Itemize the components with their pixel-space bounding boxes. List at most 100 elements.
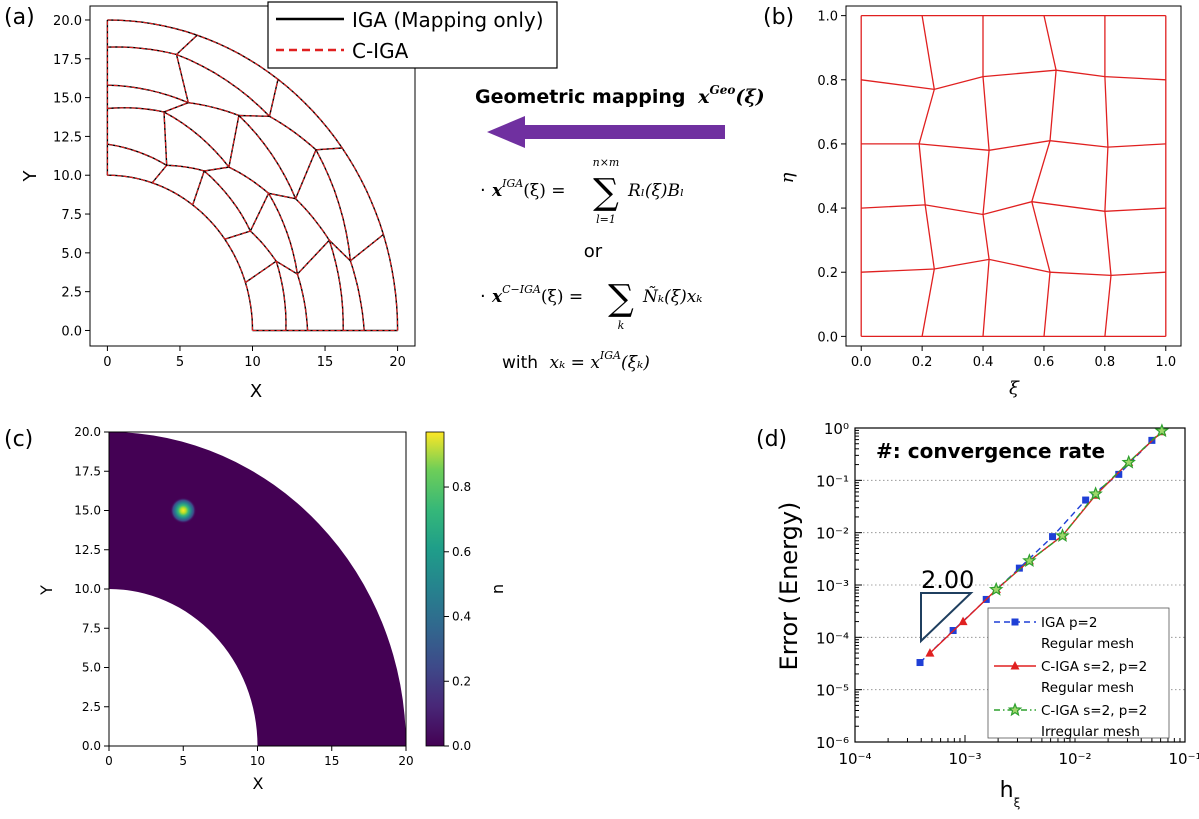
panel-c-xtick-label: 5	[179, 754, 187, 768]
panel-label-d: (d)	[756, 427, 787, 452]
panel-c-ytick-label: 2.5	[82, 700, 101, 714]
panel-a-xtick-label: 10	[244, 355, 261, 370]
mesh-b-col	[1031, 15, 1057, 337]
panel-a-ytick-label: 15.0	[53, 92, 82, 107]
panel-a-ytick-label: 12.5	[53, 130, 82, 145]
legend-ciga-label: C-IGA	[352, 39, 409, 63]
panel-d-xtick-label: 10⁻¹	[1168, 750, 1199, 768]
panel-a-legend: IGA (Mapping only) C-IGA	[267, 1, 558, 69]
panel-b-xlabel: ξ	[1009, 378, 1020, 399]
series-2-point	[1088, 486, 1103, 501]
legend-subname-1: Regular mesh	[1041, 680, 1134, 696]
panel-c-ylabel: Y	[37, 585, 56, 596]
mesh-a-arc-red	[107, 143, 287, 331]
mesh-a-arc-red	[107, 174, 254, 331]
panel-d-title: #: convergence rate	[876, 439, 1105, 463]
panel-d-ylabel: Error (Energy)	[775, 502, 803, 671]
mesh-b-row	[861, 69, 1166, 91]
legend-subname-2: Irregular mesh	[1041, 724, 1140, 740]
with-line: with xₖ = xIGA(ξₖ)	[502, 349, 650, 373]
legend-marker-0	[1011, 618, 1019, 626]
series-2-point	[988, 581, 1004, 596]
panel-b-xtick-label: 1.0	[1155, 355, 1176, 370]
panel-d-xlabel: hξ	[1000, 778, 1021, 810]
panel-a-ytick-label: 5.0	[61, 247, 82, 262]
mesh-a-arc-red	[107, 84, 344, 331]
panel-b-xtick-label: 0.6	[1034, 355, 1055, 370]
mesh-a-spoke-red	[224, 147, 343, 240]
panel-c-ytick-label: 15.0	[74, 504, 101, 518]
colorbar-tick-label: 0.2	[452, 674, 471, 688]
panel-c-ytick-label: 17.5	[74, 464, 101, 478]
mapping-arrow	[487, 116, 725, 148]
panel-a-legend-box	[267, 1, 558, 69]
legend-name-1: C-IGA s=2, p=2	[1041, 659, 1147, 675]
series-0-point	[916, 659, 924, 667]
panel-c-xtick-label: 10	[250, 754, 265, 768]
mesh-b-row	[861, 258, 1166, 277]
panel-a-ytick-label: 2.5	[61, 286, 82, 301]
panel-b-xtick-label: 0.4	[973, 355, 994, 370]
panel-d-ytick-label: 10⁻²	[816, 525, 849, 543]
eq1-sum-top: n×m	[593, 156, 620, 169]
panel-a-ticks: 0 5 10 15 20 0.0 2.5 5.0 7.5 10.0 12.5 15.0 17.5 20.0	[53, 14, 406, 370]
mesh-b-row	[861, 201, 1166, 216]
panel-d-xtick-label: 10⁻²	[1058, 750, 1091, 768]
series-0-point	[1015, 564, 1023, 572]
panel-label-c: (c)	[4, 427, 33, 452]
series-1-point	[925, 648, 935, 657]
eq2-bullet: ·	[480, 286, 486, 307]
panel-label-a: (a)	[4, 5, 35, 30]
colorbar-tick-label: 0.8	[452, 480, 471, 494]
colorbar-tick-label: 0.6	[452, 545, 471, 559]
eq2-sigma: ∑	[608, 278, 634, 319]
panel-c-xtick-label: 20	[398, 754, 413, 768]
panel-b-xtick-label: 0.2	[912, 355, 933, 370]
panel-a-ytick-label: 17.5	[53, 53, 82, 68]
panel-b-chart: 0.0 0.2 0.4 0.6 0.8 1.0 0.0 0.2 0.4 0.6 0.8 1.0 ξ η	[777, 5, 1182, 399]
eq2-rhs: Ñₖ(ξ)xₖ	[642, 286, 703, 307]
panel-c-ytick-label: 0.0	[82, 739, 101, 753]
panel-b-ytick-label: 0.4	[817, 202, 838, 217]
panel-c-ytick-label: 12.5	[74, 543, 101, 557]
mesh-b-row	[861, 140, 1166, 151]
panel-d-ytick-label: 10⁻⁴	[816, 629, 849, 647]
panel-d-ticks: 10⁻⁴ 10⁻³ 10⁻² 10⁻¹ 10⁻⁶ 10⁻⁵ 10⁻⁴ 10⁻³ 10⁻² 10⁻¹…	[816, 420, 1199, 768]
heatmap-domain	[109, 432, 406, 746]
colorbar-tick-label: 0.0	[452, 739, 471, 753]
legend-name-2: C-IGA s=2, p=2	[1041, 703, 1147, 719]
series-2-point	[1022, 553, 1037, 568]
or-text: or	[584, 241, 603, 262]
panel-c-ytick-label: 7.5	[82, 621, 101, 635]
panel-b-ylabel: η	[777, 172, 798, 183]
panel-c-ticks: 0 5 10 15 20 0.0 2.5 5.0 7.5 10.0 12.5 15.0 17.5 20.0	[74, 425, 413, 768]
legend-name-0: IGA p=2	[1041, 615, 1097, 631]
panel-a-mesh	[106, 19, 399, 332]
panel-a-xtick-label: 15	[317, 355, 334, 370]
mesh-a-spoke-red	[245, 234, 384, 283]
mesh-a-arc-red	[107, 107, 309, 331]
panel-d-ytick-label: 10⁻⁶	[816, 734, 849, 752]
panel-c-xlabel: X	[253, 774, 264, 793]
panel-d-ytick-label: 10⁻¹	[816, 472, 849, 490]
panel-c-ytick-label: 20.0	[74, 425, 101, 439]
panel-d-xtick-label: 10⁻³	[948, 750, 981, 768]
series-0-point	[1115, 470, 1123, 478]
panel-a-xtick-label: 0	[103, 355, 111, 370]
panel-c-xtick-label: 15	[324, 754, 339, 768]
legend-marker-2	[1007, 702, 1023, 717]
mesh-a-arc-black	[107, 143, 287, 331]
panel-a-ytick-label: 20.0	[53, 14, 82, 29]
mesh-a-spoke-black	[224, 147, 343, 240]
panel-d-ytick-label: 10⁻⁵	[816, 682, 849, 700]
panel-d-legend: IGA p=2 Regular mesh C-IGA s=2, p=2 Regular…	[987, 607, 1170, 740]
colorbar	[425, 431, 445, 747]
mapping-annotation: Geometric mapping xGeo(ξ) · xIGA(ξ) = n×…	[475, 83, 765, 373]
series-0-point	[1082, 496, 1090, 504]
eq1-rhs: Rₗ(ξ)Bₗ	[627, 181, 684, 201]
panel-d-xtick-label: 10⁻⁴	[838, 750, 871, 768]
panel-c-ytick-label: 5.0	[82, 661, 101, 675]
series-2-point	[1055, 528, 1070, 543]
panel-a-ylabel: Y	[20, 170, 41, 183]
